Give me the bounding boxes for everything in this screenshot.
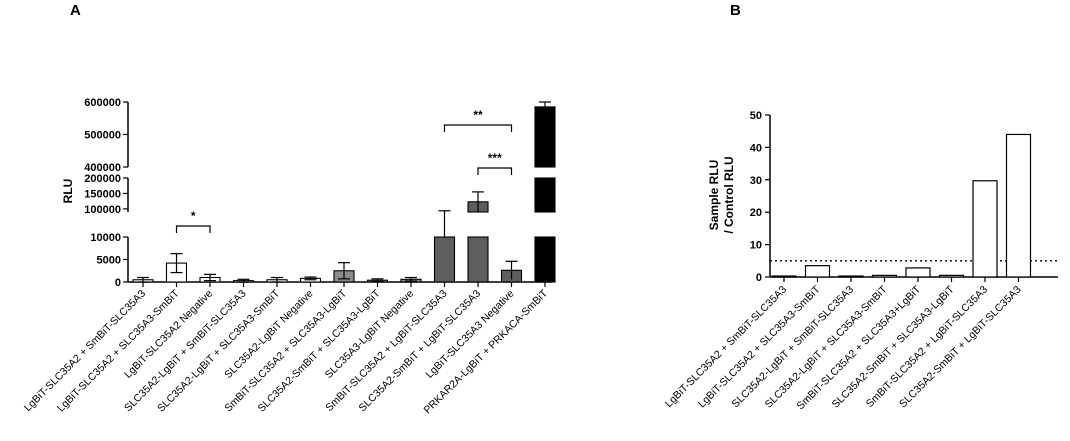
- x-tick-label: SLC35A2-SmBiT + SLC35A3-LgBiT: [256, 287, 383, 414]
- bar: [534, 177, 556, 213]
- y-tick-label: 600000: [84, 97, 121, 109]
- significance-label: ***: [488, 151, 502, 165]
- significance-label: *: [191, 209, 196, 223]
- bar: [534, 106, 556, 168]
- x-tick-label: SLC35A2-SmBiT + SLC35A3-LgBiT: [830, 283, 957, 410]
- significance-bracket: [443, 124, 513, 132]
- x-tick-label: SLC35A2-LgBiT + SmBiT-SLC35A3: [122, 288, 249, 415]
- x-tick-label: SmBiT-SLC35A2 + LgBiT-SLC35A3: [323, 288, 449, 414]
- x-tick-label: LgBiT-SLC35A2 + SmBiT-SLC35A3: [22, 288, 148, 414]
- y-axis-label: RLU: [61, 179, 75, 204]
- bar: [838, 275, 864, 278]
- significance-label: **: [473, 108, 483, 122]
- x-tick-label: SLC35A2-SmBiT + LgBiT-SLC35A3: [897, 284, 1024, 411]
- significance-bracket: [477, 167, 513, 175]
- panel-b-label: B: [730, 2, 741, 19]
- y-tick-label: 400000: [84, 162, 121, 174]
- bar: [804, 265, 831, 278]
- y-tick-label: 50: [750, 110, 762, 122]
- x-tick-label: SmBiT-SLC35A2 + SLC35A3-LgBiT: [222, 287, 349, 414]
- x-tick-label: SLC35A2-SmBiT + LgBiT-SLC35A3: [357, 288, 484, 415]
- x-tick-label: LgBiT-SLC35A2 + SmBiT-SLC35A3: [663, 284, 789, 410]
- panel-b-chart: 0 10 20 30 40 50 Sample RLU / Control RLU LgBiT-…: [663, 110, 1058, 412]
- y-tick-label: 10000: [90, 232, 121, 244]
- bar: [771, 275, 797, 278]
- panel-a-label: A: [70, 2, 81, 19]
- bar: [1005, 133, 1032, 278]
- x-tick-label: LgBiT-SLC35A2 + SLC35A3-SmBiT: [55, 287, 182, 414]
- y-tick-label: 10: [750, 240, 762, 252]
- x-tick-label: SmBiT-SLC35A2 + LgBiT-SLC35A3: [864, 284, 990, 410]
- x-tick-label: SmBiT-SLC35A2 + SLC35A3+LgBiT: [795, 283, 924, 412]
- y-tick-label: 40: [750, 142, 762, 154]
- y-tick-label: 5000: [97, 255, 121, 267]
- bar: [534, 236, 556, 283]
- y-axis-label: / Control RLU: [722, 156, 736, 233]
- y-tick-label: 200000: [84, 173, 121, 185]
- y-tick-label: 30: [750, 175, 762, 187]
- bar: [938, 274, 965, 278]
- y-tick-label: 150000: [84, 188, 121, 200]
- x-tick-label: SLC35A2-LgBiT + SmBiT-SLC35A3: [730, 284, 857, 411]
- y-tick-label: 0: [115, 277, 121, 289]
- bar: [871, 274, 898, 278]
- x-tick-label: SLC35A2-LgBiT + SLC35A3-SmBiT: [763, 283, 890, 410]
- y-tick-label: 0: [756, 272, 762, 284]
- y-tick-label: 100000: [84, 204, 121, 216]
- y-tick-label: 500000: [84, 130, 121, 142]
- bar: [433, 236, 456, 283]
- significance-bracket: [175, 225, 211, 233]
- bar: [972, 180, 998, 278]
- y-axis-label: Sample RLU: [707, 160, 721, 231]
- x-tick-label: PRKAR2A-LgBiT + PRKACA-SmBiT: [421, 287, 550, 416]
- x-tick-label: SLC35A2-LgBiT + SLC35A3-SmBiT: [155, 287, 282, 414]
- bar: [467, 236, 489, 283]
- x-tick-label: LgBiT-SLC35A2 + SLC35A3-SmBiT: [696, 283, 823, 410]
- y-tick-label: 20: [750, 207, 762, 219]
- bar: [905, 267, 931, 278]
